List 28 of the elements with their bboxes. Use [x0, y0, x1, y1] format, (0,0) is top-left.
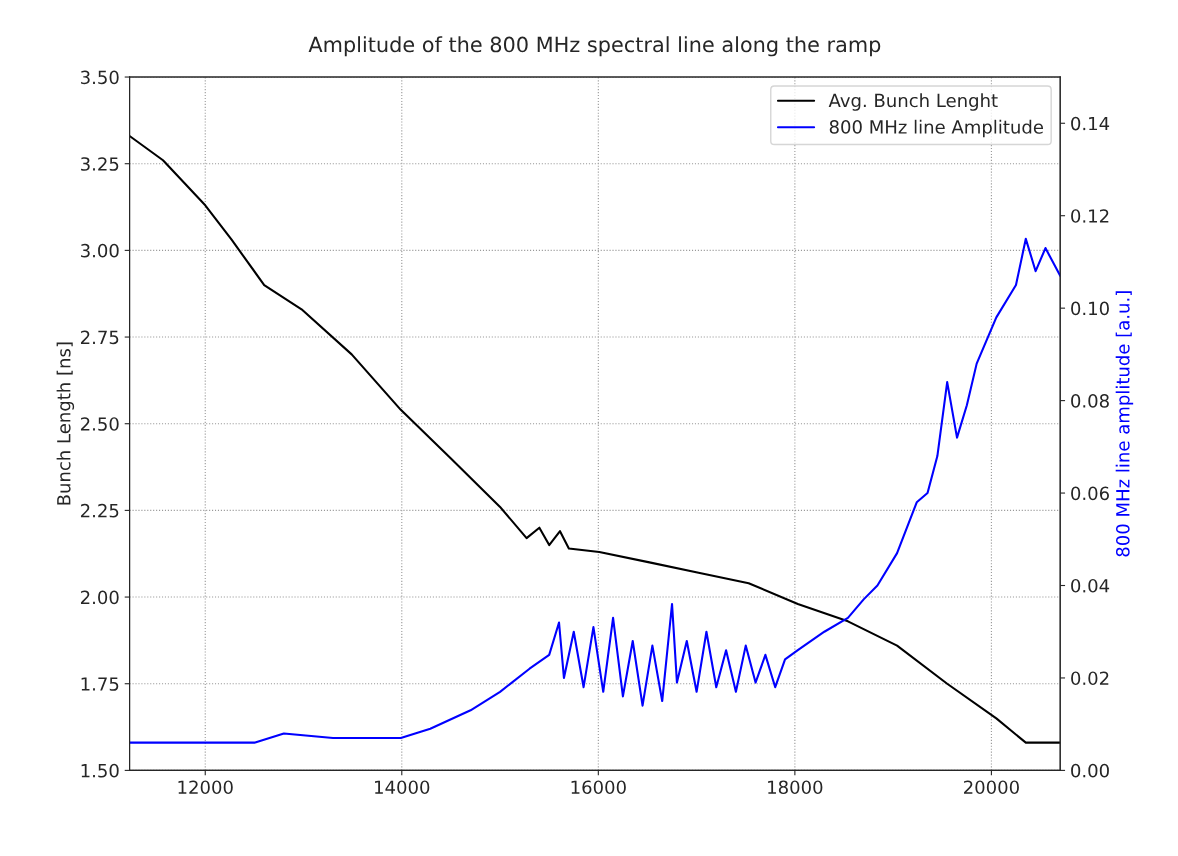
y2-tick-label: 0.02: [1071, 671, 1109, 686]
y2-tick-label: 0.10: [1071, 301, 1109, 316]
y2-tick-label: 0.12: [1071, 209, 1109, 223]
y-tick-label: 3.50: [81, 70, 119, 85]
y2-tick-label: 0.08: [1071, 394, 1109, 408]
x-tick-label: 20000: [964, 780, 1019, 795]
y2-tick-label: 0.14: [1071, 116, 1110, 131]
y-tick-label: 1.75: [81, 677, 119, 691]
y-axis-title: Bunch Length [ns]: [56, 342, 75, 505]
x-tick-label: 14000: [375, 780, 430, 795]
y-tick-label: 3.00: [81, 243, 119, 258]
y2-tick-label: 0.00: [1071, 763, 1109, 778]
y-tick-label: 2.50: [80, 417, 119, 431]
y-tick-label: 3.25: [81, 157, 119, 171]
y2-tick-label: 0.06: [1071, 486, 1109, 501]
legend-label: 800 MHz line Amplitude: [829, 119, 1043, 138]
x-tick-label: 16000: [571, 780, 626, 795]
x-tick-label: 18000: [768, 780, 823, 795]
legend-label: Avg. Bunch Lenght: [828, 93, 998, 111]
y-tick-label: 2.75: [80, 330, 119, 345]
y2-tick-label: 0.04: [1071, 578, 1110, 593]
y-tick-label: 2.00: [80, 590, 119, 605]
line-series: [129, 237, 1061, 744]
y2-axis-title: 800 MHz line amplitude [a.u.]: [1115, 291, 1134, 557]
x-tick-label: 12000: [178, 780, 233, 795]
y-tick-label: 2.25: [80, 503, 119, 518]
chart-title: Amplitude of the 800 MHz spectral line along the ramp: [308, 36, 881, 57]
y-tick-label: 1.50: [81, 763, 119, 778]
